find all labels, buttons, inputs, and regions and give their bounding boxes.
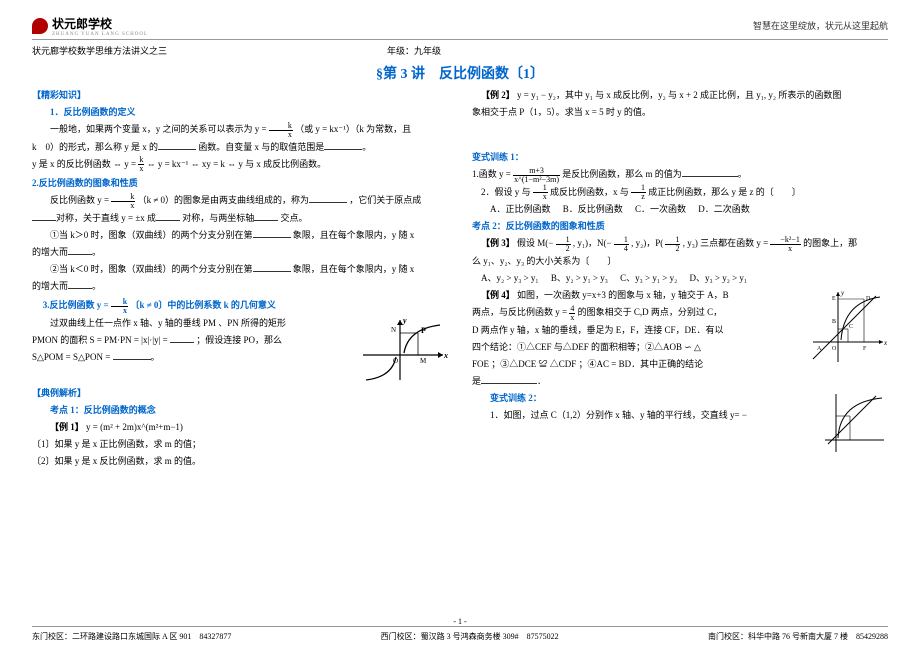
topic-1: 考点 1：反比例函数的概念: [32, 402, 448, 419]
var1-q2: 2．假设 y 与 1x 成反比例函数，x 与 1z 成正比例函数，那么 y 是 …: [472, 184, 888, 201]
ex2-line2: 象相交于点 P（1，5）。求当 x = 5 时 y 的值。: [472, 104, 888, 121]
svg-text:P: P: [421, 326, 426, 335]
example-1: 【例 1】 y = (m² + 2m)x^(m²+m−1): [32, 419, 448, 436]
section-knowledge: 【精彩知识】: [32, 87, 448, 104]
page-number: - 1 -: [0, 617, 920, 626]
para-kpos2: 的增大而。: [32, 244, 448, 261]
ex3-options: A、y₂ > y₃ > y₁ B、y₂ > y₁ > y₃ C、y₃ > y₁ …: [472, 270, 888, 287]
variant-1-heading: 变式训练 1：: [472, 149, 888, 166]
svg-text:B: B: [832, 319, 836, 325]
example-2: 【例 2】 y = y₁ − y₂，其中 y₁ 与 x 成反比例，y₂ 与 x …: [472, 87, 888, 104]
var1-options: A．正比例函数 B．反比例函数 C．一次函数 D．二次函数: [472, 201, 888, 218]
left-column: 【精彩知识】 1．反比例函数的定义 一般地，如果两个变量 x，y 之间的关系可以…: [32, 87, 448, 470]
para-graph1: 反比例函数 y = kx （k ≠ 0）的图象是由两支曲线组成的，称为 ，它们关…: [32, 192, 448, 209]
svg-text:y: y: [840, 289, 845, 297]
ex4-l6: 是．: [472, 373, 888, 390]
svg-text:y: y: [402, 316, 407, 325]
var1-q1: 1.函数 y = m+3x^(1−m²−3m) 是反比例函数，那么 m 的值为。: [472, 166, 888, 183]
svg-text:D: D: [866, 296, 871, 302]
topic-2: 考点 2：反比例函数的图象和性质: [472, 218, 888, 235]
grade-label: 年级：九年级: [387, 44, 441, 57]
para-def: 一般地，如果两个变量 x，y 之间的关系可以表示为 y = kx （或 y = …: [32, 121, 448, 138]
page-title: §第 3 讲 反比例函数〔1〕: [32, 63, 888, 83]
para-def2: k 0）的形式，那么称 y 是 x 的 函数。自变量 x 与的取值范围是。: [32, 139, 448, 156]
footer-left: 东门校区：二环路建设路口东城国际 A 区 901 84327877: [32, 631, 231, 642]
svg-text:C: C: [849, 324, 853, 330]
svg-text:M: M: [420, 357, 427, 365]
heading-definition: 1．反比例函数的定义: [32, 104, 448, 121]
para-kneg2: 的增大而。: [32, 278, 448, 295]
svg-text:F: F: [863, 346, 867, 352]
heading-graph-props: 2.反比例函数的图象和性质: [32, 175, 448, 192]
para-kneg: ②当 k＜0 时，图象（双曲线）的两个分支分别在第 象限，且在每个象限内，y 随…: [32, 261, 448, 278]
logo: 状元郎学校 ZHUANG YUAN LANG SCHOOL: [32, 15, 148, 37]
footer: 东门校区：二环路建设路口东城国际 A 区 901 84327877 西门校区：蜀…: [32, 626, 888, 642]
ex1-q1: 〔1〕如果 y 是 x 正比例函数，求 m 的值；: [32, 436, 448, 453]
frac-k-over-x: kx: [269, 122, 293, 139]
logo-subtext: ZHUANG YUAN LANG SCHOOL: [52, 32, 148, 37]
section-examples: 【典例解析】: [32, 385, 448, 402]
svg-text:E: E: [832, 296, 836, 302]
lecture-series: 状元廊学校数学思维方法讲义之三: [32, 44, 167, 57]
svg-text:O: O: [393, 357, 398, 365]
page-header: 状元郎学校 ZHUANG YUAN LANG SCHOOL 智慧在这里绽放，状元…: [32, 12, 888, 40]
footer-mid: 西门校区：蜀汉路 3 号鸿森商务楼 309# 87575022: [381, 631, 559, 642]
hyperbola-diagram: P M N O x y: [358, 315, 448, 385]
para-kpos: ①当 k＞0 时，图象（双曲线）的两个分支分别在第 象限，且在每个象限内，y 随…: [32, 227, 448, 244]
footer-right: 南门校区：科华中路 76 号新南大厦 7 楼 85429288: [708, 631, 888, 642]
svg-text:O: O: [832, 346, 837, 352]
example-3: 【例 3】 假设 M(− 12 , y₁)，N(− 14 , y₂)，P( 12…: [472, 235, 888, 252]
ex4-diagram: A B C D E F O x y: [808, 287, 888, 367]
ex3-line2: 么 y₁、y₂、y₃ 的大小关系为〔 〕: [472, 253, 888, 270]
heading-geom: 3.反比例函数 y = kx 〔k ≠ 0〕中的比例系数 k 的几何意义: [32, 297, 448, 314]
subheader: 状元廊学校数学思维方法讲义之三 年级：九年级: [32, 40, 888, 57]
right-column: 【例 2】 y = y₁ − y₂，其中 y₁ 与 x 成反比例，y₂ 与 x …: [472, 87, 888, 470]
svg-text:N: N: [391, 326, 396, 334]
svg-text:A: A: [817, 346, 822, 352]
svg-text:x: x: [883, 339, 888, 347]
logo-text: 状元郎学校: [52, 15, 148, 32]
svg-text:x: x: [443, 351, 448, 360]
logo-icon: [32, 18, 48, 34]
var2-diagram: [822, 390, 888, 456]
para-graph2: 对称，关于直线 y = ±x 成 对称，与两坐标轴 交点。: [32, 210, 448, 227]
ex1-q2: 〔2〕如果 y 是 x 反比例函数，求 m 的值。: [32, 453, 448, 470]
header-slogan: 智慧在这里绽放，状元从这里起航: [753, 19, 888, 32]
para-equiv: y 是 x 的反比例函数 ⇔ y = kx ⇔ y = kx⁻¹ ⇔ xy = …: [32, 156, 448, 173]
